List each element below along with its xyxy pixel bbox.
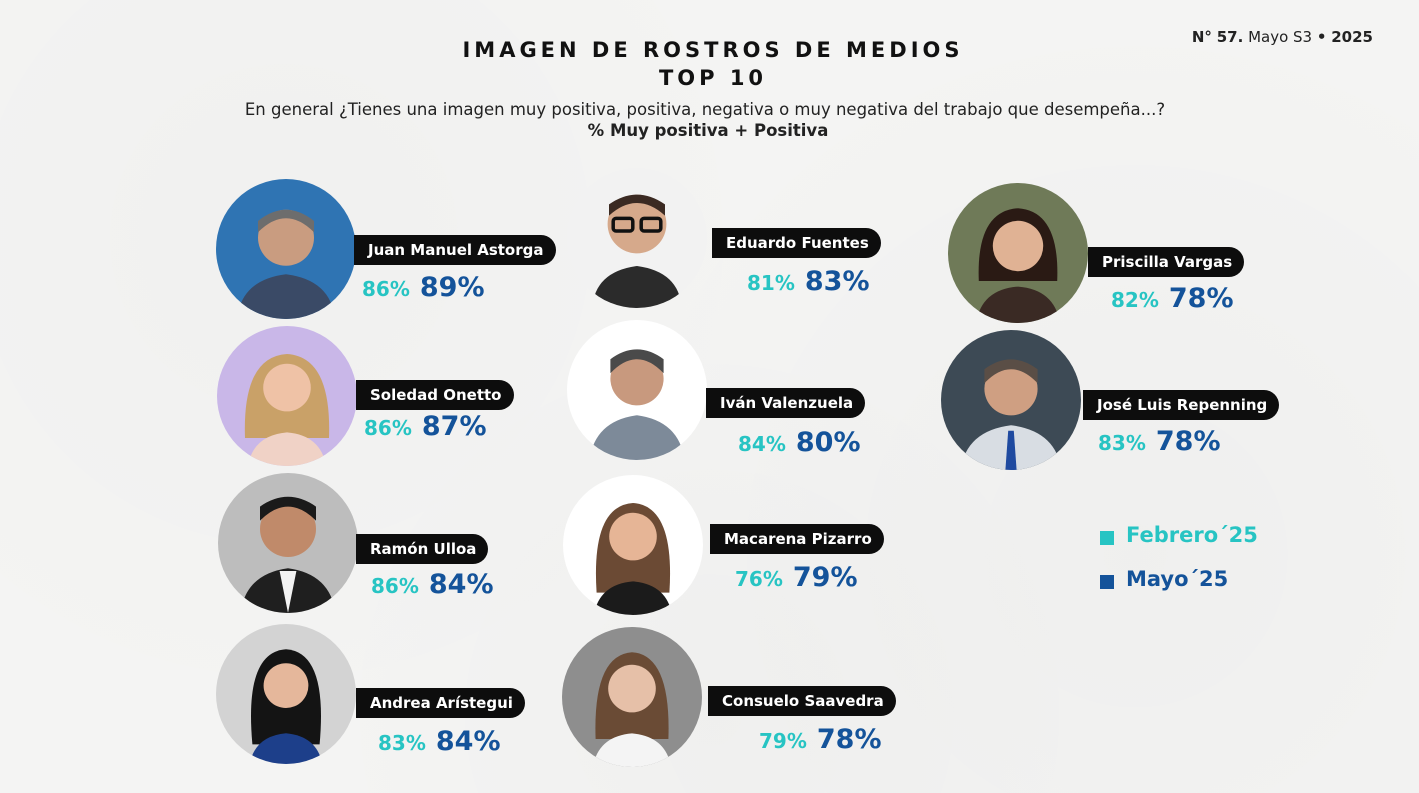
may-value: 89% [419,272,485,303]
person-name: Andrea Arístegui [356,688,525,718]
may-value: 78% [1155,426,1221,457]
may-value: 84% [428,569,494,600]
portrait-photo [216,624,356,764]
page-title: IMAGEN DE ROSTROS DE MEDIOS TOP 10 [0,36,1419,92]
february-value: 79% [759,729,807,753]
february-value: 82% [1111,288,1159,312]
title-line-1: IMAGEN DE ROSTROS DE MEDIOS [462,38,964,62]
issue-prefix: N° [1191,28,1212,46]
february-swatch [1100,531,1114,545]
portrait-photo [567,168,707,308]
may-value: 87% [421,411,487,442]
portrait-photo [563,475,703,615]
portrait-photo [562,627,702,767]
may-value: 80% [795,427,861,458]
february-value: 81% [747,271,795,295]
issue-label: N° 57. Mayo S3 • 2025 [1192,28,1373,46]
may-value: 84% [435,726,501,757]
portrait-photo [217,326,357,466]
february-value: 83% [1098,431,1146,455]
issue-year: 2025 [1331,28,1373,46]
metric-label: % Muy positiva + Positiva [587,121,829,140]
portrait-photo [218,473,358,613]
title-line-2: TOP 10 [658,66,768,90]
february-value: 86% [371,574,419,598]
february-value: 84% [738,432,786,456]
february-value: 76% [735,567,783,591]
person-name: Juan Manuel Astorga [354,235,556,265]
person-name: Ramón Ulloa [356,534,489,564]
person-name: Priscilla Vargas [1088,247,1245,277]
portrait-photo [216,179,356,319]
person-name: José Luis Repenning [1083,390,1280,420]
february-value: 86% [362,277,410,301]
survey-question: En general ¿Tienes una imagen muy positi… [244,100,1166,119]
february-label: Febrero´25 [1126,523,1258,547]
may-value: 83% [804,266,870,297]
person-name: Soledad Onetto [356,380,514,410]
portrait-photo [941,330,1081,470]
may-label: Mayo´25 [1126,567,1229,591]
may-value: 78% [816,724,882,755]
person-name: Consuelo Saavedra [708,686,896,716]
issue-separator: • [1316,28,1327,46]
may-value: 79% [792,562,858,593]
portrait-photo [567,320,707,460]
portrait-photo [948,183,1088,323]
february-value: 83% [378,731,426,755]
issue-period: Mayo S3 [1248,28,1313,46]
person-name: Eduardo Fuentes [712,228,881,258]
person-name: Iván Valenzuela [706,388,866,418]
may-value: 78% [1168,283,1234,314]
person-name: Macarena Pizarro [710,524,884,554]
may-swatch [1100,575,1114,589]
february-value: 86% [364,416,412,440]
issue-number: 57. [1216,28,1244,46]
